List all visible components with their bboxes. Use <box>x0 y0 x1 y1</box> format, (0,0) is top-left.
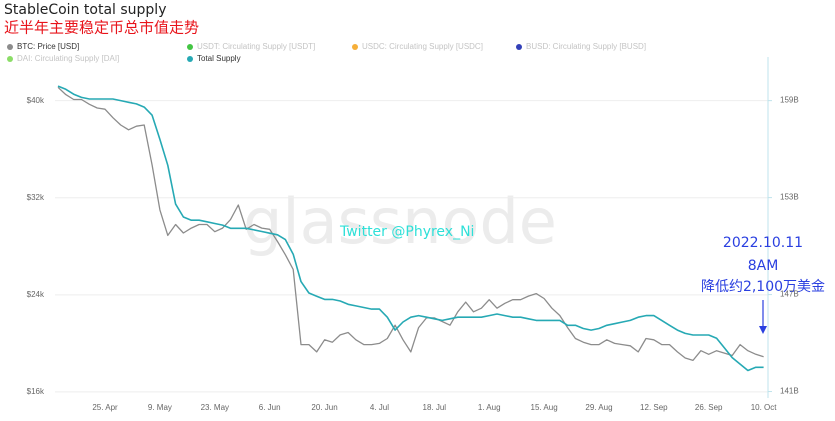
y2-tick-label: 153B <box>780 193 799 202</box>
y-tick-label: $32k <box>27 193 45 202</box>
x-tick-label: 10. Oct <box>751 403 778 412</box>
annotation: 2022.10.11 <box>723 235 803 251</box>
x-tick-label: 18. Jul <box>423 403 447 412</box>
chart-subtitle: 近半年主要稳定币总市值走势 <box>4 19 199 37</box>
x-tick-label: 25. Apr <box>92 403 118 412</box>
x-tick-label: 20. Jun <box>311 403 337 412</box>
annotation: 降低约2,100万美金 <box>701 279 825 295</box>
chart-title: StableCoin total supply <box>4 2 166 18</box>
x-tick-label: 1. Aug <box>478 403 501 412</box>
series-line <box>57 86 764 362</box>
y-tick-label: $24k <box>27 290 45 299</box>
x-tick-label: 6. Jun <box>259 403 281 412</box>
series-line <box>57 85 764 372</box>
annotation-arrowhead <box>759 326 767 334</box>
legend-marker <box>352 44 358 50</box>
x-tick-label: 23. May <box>201 403 229 412</box>
y-tick-label: $40k <box>27 96 45 105</box>
legend-label: USDT: Circulating Supply [USDT] <box>197 42 315 51</box>
y2-tick-label: 159B <box>780 96 799 105</box>
legend-marker <box>7 44 13 50</box>
x-tick-label: 12. Sep <box>640 403 668 412</box>
x-tick-label: 15. Aug <box>531 403 558 412</box>
x-tick-label: 4. Jul <box>370 403 389 412</box>
legend-label: DAI: Circulating Supply [DAI] <box>17 54 119 63</box>
x-tick-label: 26. Sep <box>695 403 723 412</box>
credit: Twitter @Phyrex_Ni <box>339 224 474 240</box>
x-tick-label: 9. May <box>148 403 172 412</box>
x-tick-label: 29. Aug <box>585 403 612 412</box>
y2-tick-label: 141B <box>780 387 799 396</box>
legend-marker <box>7 56 13 62</box>
legend-label: USDC: Circulating Supply [USDC] <box>362 42 483 51</box>
legend-label: BUSD: Circulating Supply [BUSD] <box>526 42 646 51</box>
legend-marker <box>187 44 193 50</box>
y2-tick-label: 147B <box>780 290 799 299</box>
legend-label: BTC: Price [USD] <box>17 42 79 51</box>
y-tick-label: $16k <box>27 387 45 396</box>
annotation: 8AM <box>748 258 779 274</box>
watermark: glassnode <box>243 185 557 258</box>
legend-marker <box>187 56 193 62</box>
legend-label: Total Supply <box>197 54 241 63</box>
legend-marker <box>516 44 522 50</box>
